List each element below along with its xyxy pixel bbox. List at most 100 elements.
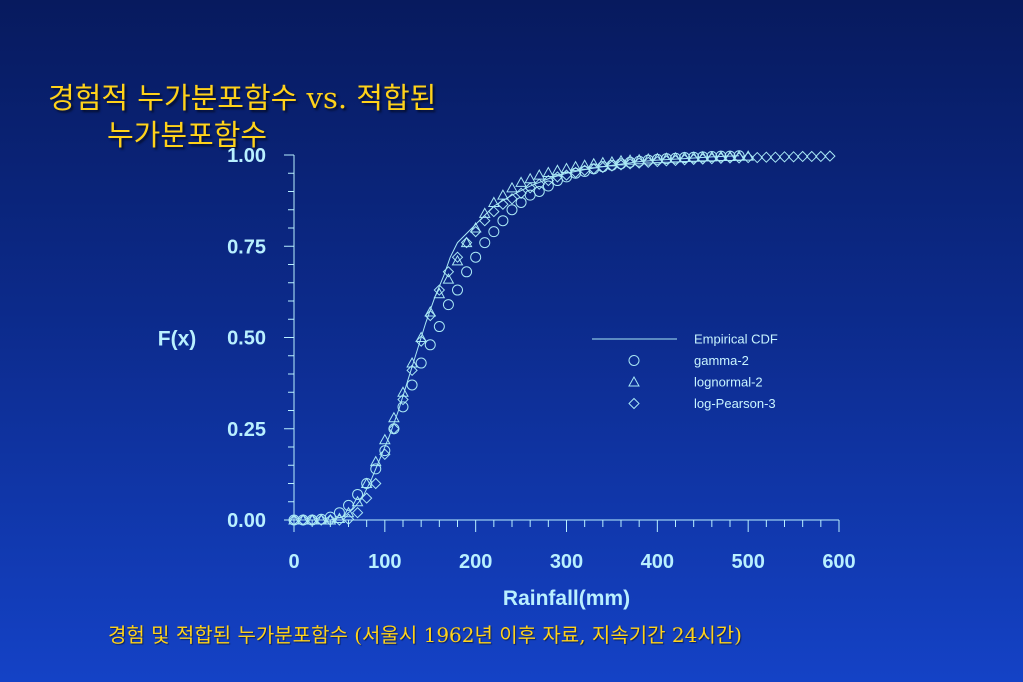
data-point-diamond [678,154,691,166]
data-point-circle [542,180,554,192]
data-point-diamond [697,153,709,165]
legend-circle-swatch [628,355,640,366]
slide-caption: 경험 및 적합된 누가분포함수 (서울시 1962년 이후 자료, 지속기간 2… [108,623,742,647]
data-point-triangle [642,152,655,164]
data-point-triangle [497,189,509,200]
data-point-triangle [378,433,391,445]
data-point-triangle [487,196,500,207]
legend-entry-label: Empirical CDF [694,332,778,347]
data-point-circle [533,186,545,197]
x-tick-label: 500 [731,551,764,573]
data-point-diamond [524,182,536,194]
data-point-circle [343,499,354,511]
data-point-triangle [515,176,527,187]
data-point-diamond [751,151,763,164]
data-point-triangle [342,506,355,518]
x-axis-label: Rainfall(mm) [503,587,630,610]
data-point-circle [524,189,536,201]
data-point-circle [506,204,518,216]
data-point-diamond [642,156,654,169]
data-point-triangle [606,155,618,167]
x-tick-label: 400 [641,551,674,573]
data-point-triangle [297,513,309,525]
data-point-triangle [388,411,400,423]
data-point-diamond [806,150,818,163]
data-point-triangle [460,236,473,248]
data-point-diamond [606,160,618,172]
data-point-diamond [724,152,736,164]
slide-title: 경험적 누가분포함수 vs. 적합된 누가분포함수 [48,80,436,154]
data-point-triangle [469,221,482,233]
data-point-diamond [497,198,509,210]
data-point-diamond [760,151,773,163]
data-point-diamond [551,171,564,183]
data-point-diamond [460,236,473,249]
data-point-circle [488,226,500,238]
slide-title-line1: 경험적 누가분포함수 vs. 적합된 [48,81,437,115]
data-point-diamond [578,164,591,177]
data-point-triangle [397,386,409,397]
data-point-diamond [742,151,754,164]
data-point-triangle [288,513,300,525]
legend-entry-label: lognormal-2 [694,375,763,390]
data-point-circle [433,321,445,333]
data-point-diamond [624,158,636,170]
y-tick-label: 1.00 [227,145,266,167]
data-point-diamond [351,506,364,519]
data-point-triangle [433,287,446,299]
data-point-circle [461,266,473,278]
data-point-diamond [669,154,682,167]
data-point-circle [424,339,436,351]
x-tick-label: 0 [288,551,299,573]
x-tick-label: 600 [822,551,855,573]
data-point-diamond [342,513,355,525]
data-point-triangle [578,159,591,170]
legend-entry-label: gamma-2 [694,353,749,368]
data-point-triangle [478,207,491,218]
data-point-diamond [506,193,518,205]
data-point-triangle [351,495,364,507]
data-point-circle [397,401,409,413]
x-tick-label: 300 [550,551,583,573]
data-point-triangle [442,273,455,284]
data-point-triangle [596,156,609,168]
data-point-triangle [651,152,664,164]
data-point-triangle [633,153,646,165]
data-point-triangle [451,254,464,266]
data-point-triangle [315,513,328,525]
data-point-diamond [778,151,791,163]
y-tick-label: 0.75 [227,236,266,258]
data-point-circle [388,423,400,435]
legend-entry-label: log-Pearson-3 [694,396,776,411]
data-point-diamond [533,178,545,190]
data-point-diamond [597,161,609,174]
data-point-triangle [424,305,437,317]
data-point-circle [333,507,345,519]
data-point-diamond [588,163,600,175]
data-point-circle [379,445,391,457]
data-point-diamond [815,150,827,163]
y-tick-label: 0.25 [227,419,266,441]
data-point-diamond [433,284,446,296]
data-point-diamond [542,174,555,187]
data-point-diamond [370,477,382,490]
data-point-circle [515,196,527,208]
data-point-diamond [687,153,700,166]
data-point-diamond [560,169,573,181]
data-point-diamond [297,514,309,526]
data-point-circle [452,284,463,296]
data-point-triangle [569,160,582,172]
data-point-circle [415,357,427,369]
data-point-diamond [288,514,300,526]
y-tick-label: 0.50 [227,328,266,350]
data-point-triangle [587,157,600,169]
series-line-empirical-cdf [294,155,740,521]
y-tick-label: 0.00 [227,510,266,532]
data-point-diamond [415,335,427,347]
data-point-diamond [733,152,745,164]
data-point-diamond [569,166,582,179]
data-point-diamond [469,225,482,238]
data-point-diamond [787,151,800,163]
data-point-triangle [369,455,382,467]
slide-title-line2: 누가분포함수 [107,118,268,152]
